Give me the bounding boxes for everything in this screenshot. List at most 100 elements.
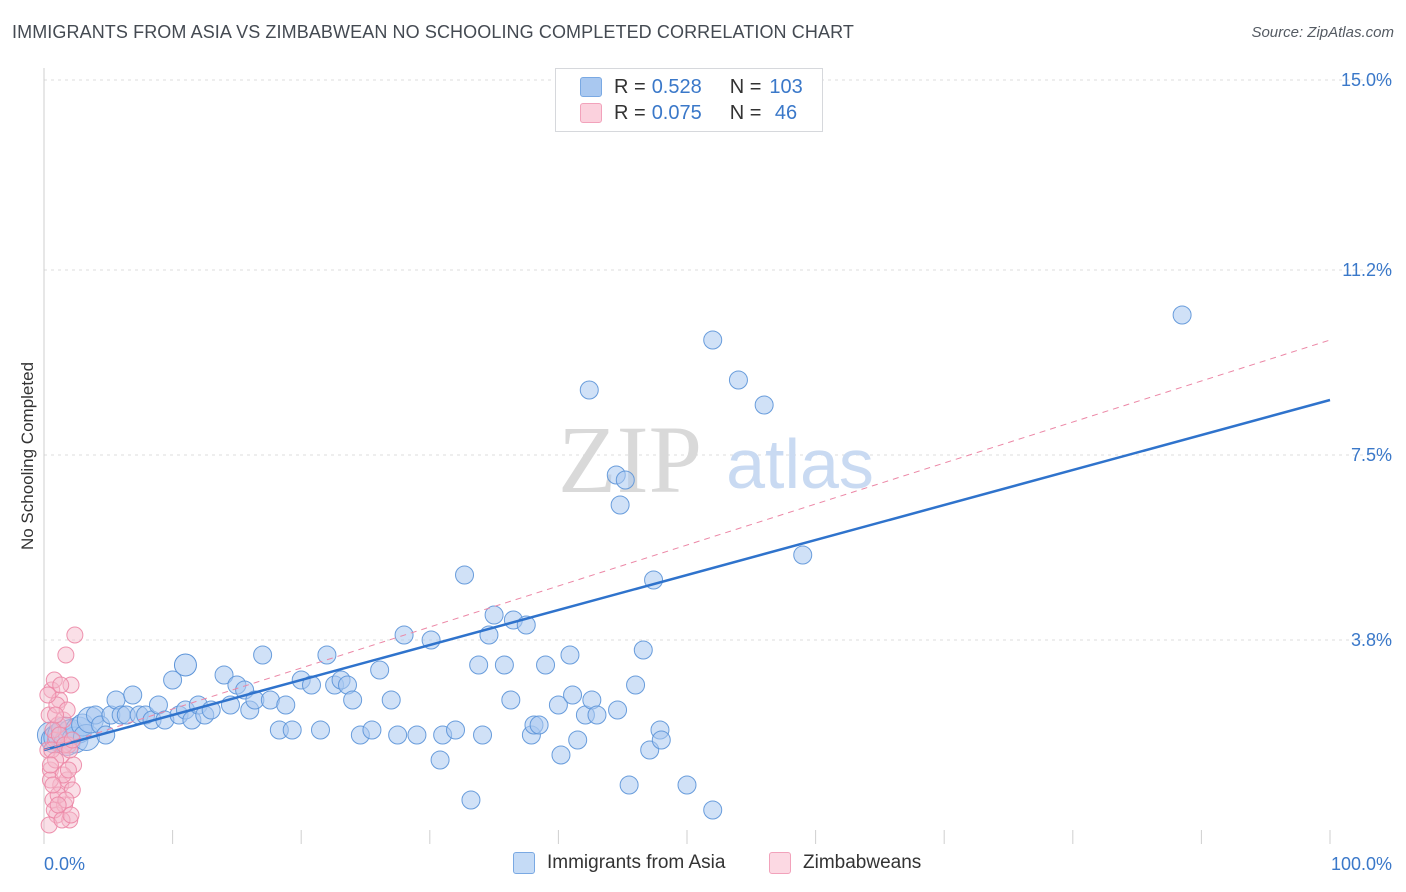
- point-zimbabweans: [41, 756, 59, 774]
- legend-n-value: 46: [769, 101, 798, 124]
- y-tick-label: 3.8%: [1351, 630, 1392, 650]
- point-zimbabweans: [40, 816, 58, 834]
- series-legend: Immigrants from Asia Zimbabweans: [0, 852, 1406, 878]
- point-zimbabweans: [54, 766, 72, 784]
- point-asia: [455, 565, 475, 585]
- legend-n-label: N =: [729, 75, 762, 98]
- point-asia: [677, 775, 697, 795]
- point-asia: [430, 750, 450, 770]
- point-zimbabweans: [49, 796, 67, 814]
- point-asia: [563, 685, 583, 705]
- legend-swatch-asia: [580, 77, 602, 97]
- y-tick-label: 7.5%: [1351, 445, 1392, 465]
- point-asia: [587, 705, 607, 725]
- point-zimbabweans: [41, 771, 59, 789]
- point-zimbabweans: [47, 706, 65, 724]
- stats-legend: R = 0.528 N = 103 R = 0.075 N = 46: [555, 68, 823, 132]
- source-label: Source: ZipAtlas.com: [1251, 24, 1394, 41]
- point-asia: [633, 640, 653, 660]
- watermark-atlas: atlas: [726, 425, 874, 503]
- point-asia: [536, 655, 556, 675]
- point-zimbabweans: [50, 726, 68, 744]
- point-asia: [469, 655, 489, 675]
- point-asia: [579, 380, 599, 400]
- grid-lines: [44, 79, 1392, 641]
- watermark-zip: ZIP: [558, 406, 702, 513]
- y-tick-label: 11.2%: [1342, 260, 1392, 280]
- trend-lines: [43, 339, 1331, 752]
- point-asia: [446, 720, 466, 740]
- point-asia: [703, 330, 723, 350]
- point-asia: [568, 730, 588, 750]
- point-asia: [793, 545, 813, 565]
- legend-n-value: 103: [769, 75, 803, 98]
- point-zimbabweans: [66, 626, 84, 644]
- point-asia: [461, 790, 481, 810]
- point-asia: [615, 470, 635, 490]
- point-asia: [362, 720, 382, 740]
- legend-r-label: R =: [614, 101, 646, 124]
- point-asia: [651, 730, 671, 750]
- point-asia: [610, 495, 630, 515]
- point-zimbabweans: [62, 806, 80, 824]
- point-asia: [473, 725, 493, 745]
- point-zimbabweans: [59, 761, 77, 779]
- point-asia: [282, 720, 302, 740]
- series-swatch-zimbabweans: [769, 852, 791, 874]
- point-asia: [343, 690, 363, 710]
- point-asia: [560, 645, 580, 665]
- point-asia: [123, 685, 143, 705]
- legend-r-value: 0.075: [651, 101, 702, 124]
- point-zimbabweans: [62, 676, 80, 694]
- point-asia: [501, 690, 521, 710]
- point-zimbabweans: [52, 676, 70, 694]
- point-asia: [173, 653, 197, 677]
- point-asia: [608, 700, 628, 720]
- point-asia: [370, 660, 390, 680]
- point-zimbabweans: [41, 761, 59, 779]
- point-asia: [494, 655, 514, 675]
- legend-n-label: N =: [729, 101, 762, 124]
- point-asia: [310, 720, 330, 740]
- data-points: [36, 305, 1192, 834]
- trend-line-zimbabweans: [43, 339, 1331, 751]
- legend-swatch-zimbabweans: [580, 103, 602, 123]
- point-zimbabweans: [39, 686, 57, 704]
- tick-labels: 3.8% 7.5% 11.2% 15.0% 0.0% 100.0%: [44, 70, 1392, 874]
- x-tick-label-min: 0.0%: [44, 854, 85, 874]
- x-tick-label-max: 100.0%: [1331, 854, 1392, 874]
- y-tick-label: 15.0%: [1341, 70, 1392, 90]
- legend-row-asia: R = 0.528 N = 103: [580, 75, 803, 99]
- series-label-asia: Immigrants from Asia: [547, 852, 726, 873]
- point-zimbabweans: [44, 776, 62, 794]
- point-asia: [276, 695, 296, 715]
- point-asia: [253, 645, 273, 665]
- series-label-zimbabweans: Zimbabweans: [803, 852, 922, 873]
- series-legend-asia[interactable]: Immigrants from Asia: [513, 852, 725, 874]
- point-asia: [163, 670, 183, 690]
- point-asia: [317, 645, 337, 665]
- point-asia: [703, 800, 723, 820]
- point-asia: [548, 695, 568, 715]
- point-asia: [214, 665, 234, 685]
- point-asia: [728, 370, 748, 390]
- point-asia: [529, 715, 549, 735]
- point-asia: [381, 690, 401, 710]
- legend-r-value: 0.528: [651, 75, 702, 98]
- series-legend-zimbabweans[interactable]: Zimbabweans: [769, 852, 921, 874]
- point-asia: [1172, 305, 1192, 325]
- point-zimbabweans: [57, 646, 75, 664]
- axes: [43, 68, 1331, 844]
- point-zimbabweans: [47, 751, 65, 769]
- point-asia: [754, 395, 774, 415]
- point-asia: [388, 725, 408, 745]
- point-asia: [551, 745, 571, 765]
- point-asia: [407, 725, 427, 745]
- legend-row-zimbabweans: R = 0.075 N = 46: [580, 101, 797, 125]
- point-asia: [619, 775, 639, 795]
- chart-title: IMMIGRANTS FROM ASIA VS ZIMBABWEAN NO SC…: [12, 22, 854, 42]
- point-asia: [626, 675, 646, 695]
- trend-line-asia: [43, 398, 1331, 752]
- point-asia: [484, 605, 504, 625]
